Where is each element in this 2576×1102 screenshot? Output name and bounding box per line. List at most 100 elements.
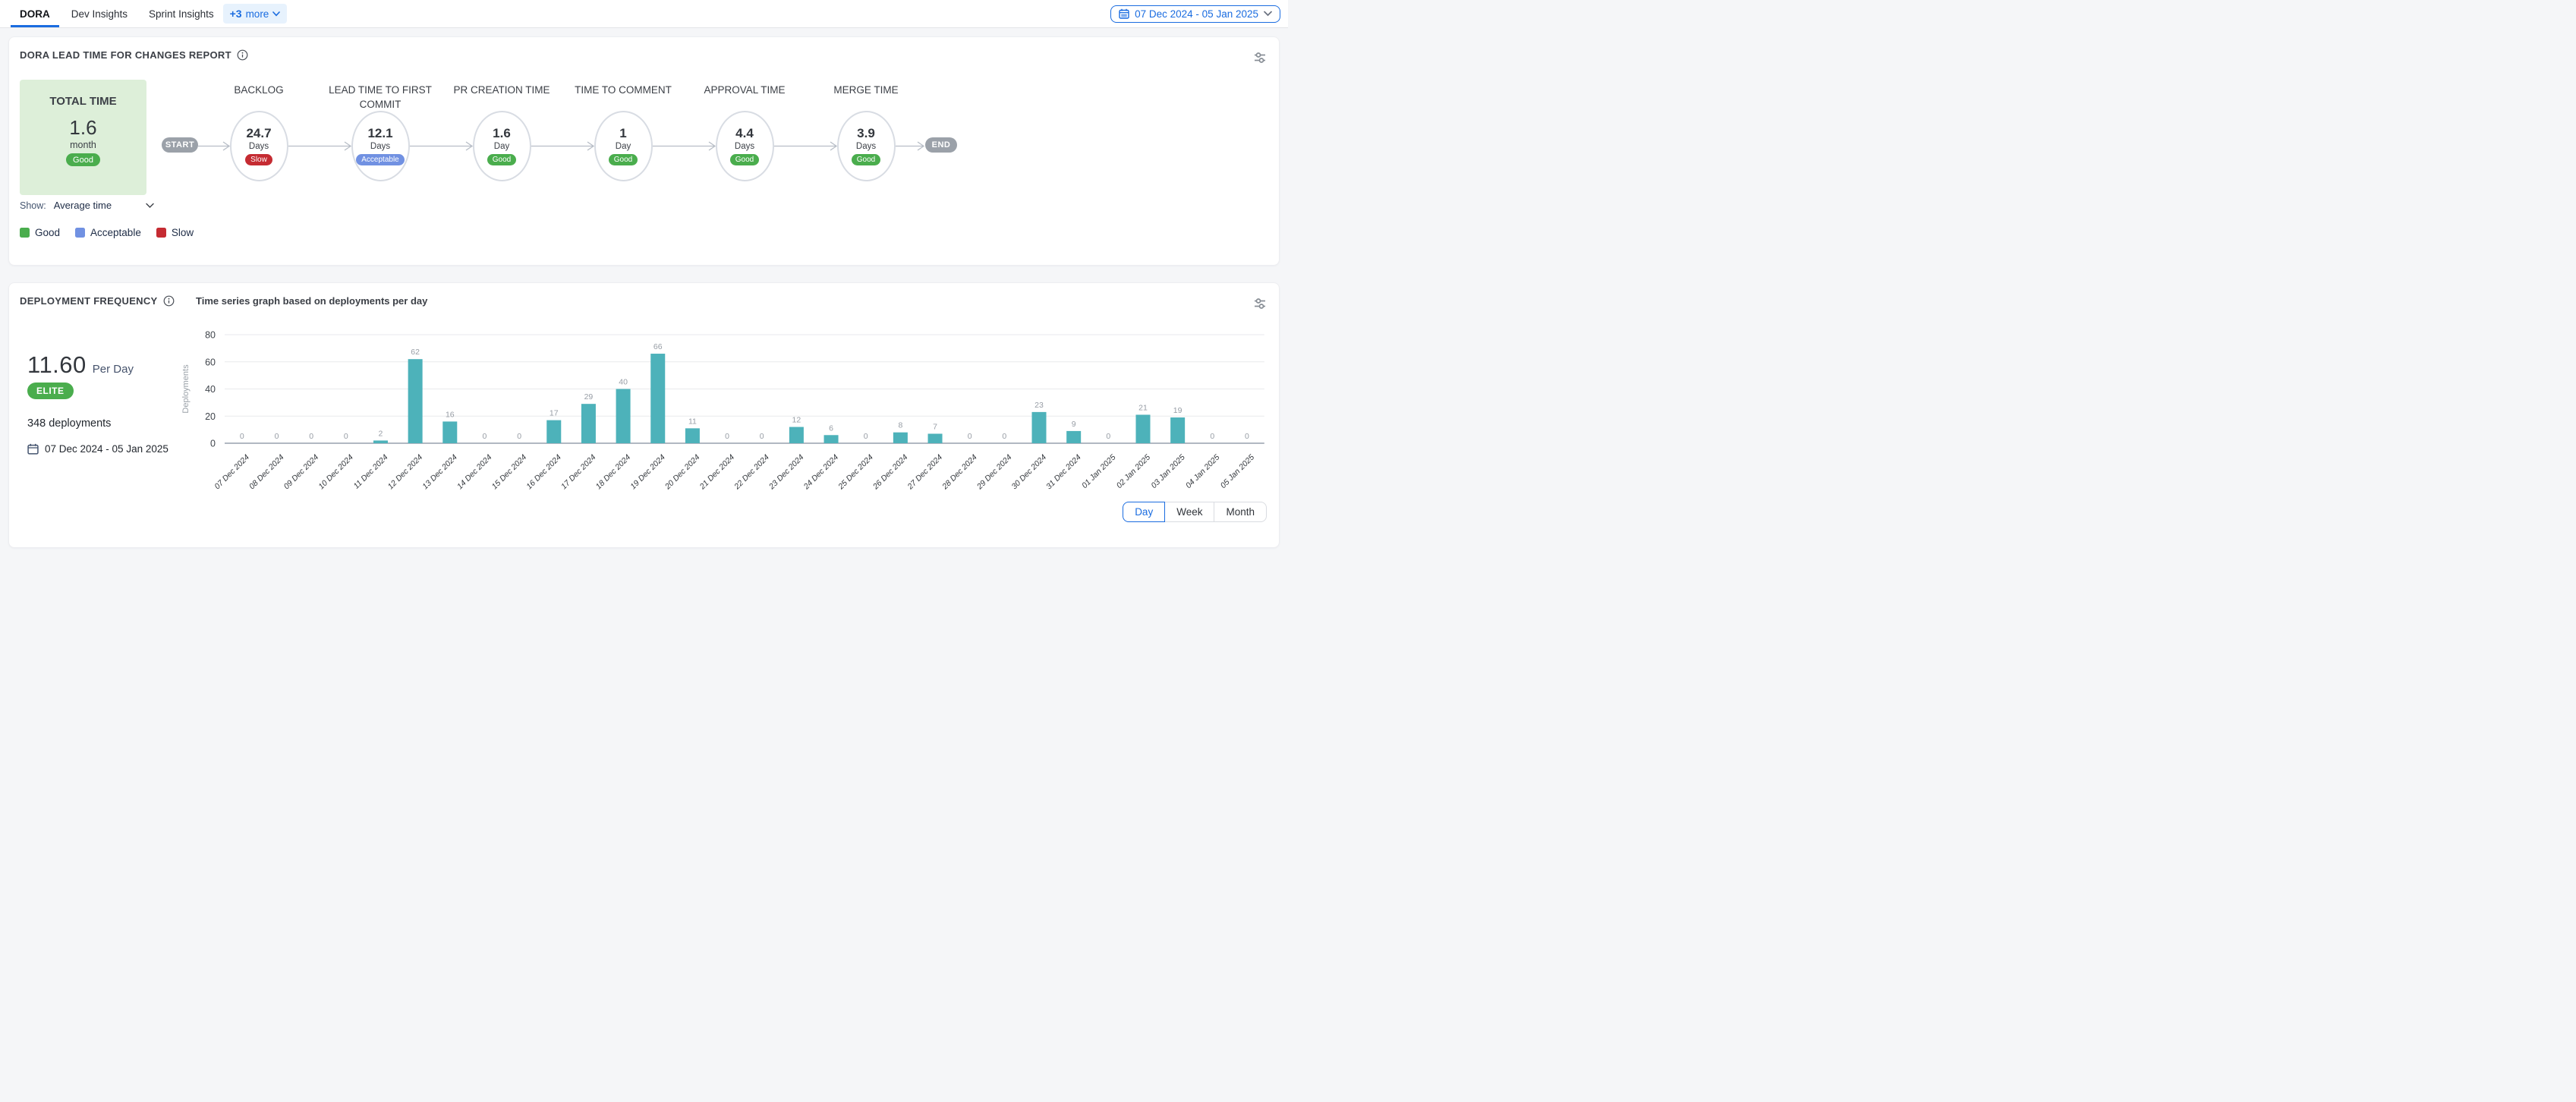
stage-title-approval-time: APPROVAL TIME xyxy=(704,84,786,96)
bar-value-label: 0 xyxy=(517,432,521,441)
stage-title-merge-time: MERGE TIME xyxy=(833,84,899,96)
show-selector-row: Show: Average time xyxy=(20,200,154,211)
bar-value-label: 9 xyxy=(1072,420,1076,429)
granularity-toggle: Day Week Month xyxy=(1123,502,1267,522)
deployment-rate-unit: Per Day xyxy=(92,363,134,376)
bar-24-dec-2024[interactable] xyxy=(824,435,839,443)
stage-unit: Days xyxy=(248,141,269,151)
stage-value: 4.4 xyxy=(735,126,754,141)
total-time-unit: month xyxy=(70,140,96,150)
bar-value-label: 29 xyxy=(584,392,594,401)
panel-settings-icon[interactable] xyxy=(1253,297,1267,310)
show-dropdown-value: Average time xyxy=(53,200,112,211)
toggle-week[interactable]: Week xyxy=(1164,502,1215,522)
bar-value-label: 66 xyxy=(653,342,663,351)
y-axis-tick-label: 80 xyxy=(205,330,216,341)
toggle-month[interactable]: Month xyxy=(1214,502,1267,522)
bar-value-label: 0 xyxy=(1245,432,1249,441)
bar-02-jan-2025[interactable] xyxy=(1135,414,1151,443)
bar-27-dec-2024[interactable] xyxy=(927,433,943,443)
show-label: Show: xyxy=(20,200,46,211)
flow-start-node: START xyxy=(162,137,198,153)
stage-node-pr-creation-time[interactable]: 1.6 Day Good xyxy=(472,111,531,181)
stage-title-time-to-comment: TIME TO COMMENT xyxy=(575,84,672,96)
bar-value-label: 8 xyxy=(898,421,902,430)
bar-16-dec-2024[interactable] xyxy=(546,420,562,443)
info-icon[interactable] xyxy=(237,49,248,61)
bar-19-dec-2024[interactable] xyxy=(650,354,666,443)
x-axis-tick-label: 02 Jan 2025 xyxy=(1115,453,1152,490)
deployment-panel-title-text: DEPLOYMENT FREQUENCY xyxy=(20,295,158,307)
show-dropdown[interactable]: Average time xyxy=(54,200,154,211)
toggle-day[interactable]: Day xyxy=(1123,502,1166,522)
stage-value: 1 xyxy=(619,126,627,141)
stage-node-lead-time-to-first-commit[interactable]: 12.1 Days Acceptable xyxy=(351,111,410,181)
bar-11-dec-2024[interactable] xyxy=(373,440,388,443)
bar-value-label: 23 xyxy=(1034,401,1044,410)
tab-sprint-insights[interactable]: Sprint Insights xyxy=(149,8,214,20)
tab-dev-insights[interactable]: Dev Insights xyxy=(71,8,128,20)
bar-13-dec-2024[interactable] xyxy=(442,421,458,443)
bar-value-label: 0 xyxy=(275,432,279,441)
calendar-icon xyxy=(1119,8,1129,19)
legend-swatch-acceptable xyxy=(75,228,86,238)
x-axis-tick-label: 13 Dec 2024 xyxy=(420,453,459,492)
y-axis-title: Deployments xyxy=(181,364,191,414)
bar-value-label: 0 xyxy=(1106,432,1110,441)
bar-value-label: 0 xyxy=(240,432,244,441)
lead-time-panel-title: DORA LEAD TIME FOR CHANGES REPORT xyxy=(20,49,248,61)
stage-title-lead-time-to-first-commit: LEAD TIME TO FIRST COMMIT xyxy=(329,84,432,110)
stage-node-approval-time[interactable]: 4.4 Days Good xyxy=(715,111,774,181)
x-axis-tick-label: 11 Dec 2024 xyxy=(352,453,390,491)
stage-status-badge: Good xyxy=(608,153,638,165)
bar-30-dec-2024[interactable] xyxy=(1031,411,1047,443)
legend-item-acceptable: Acceptable xyxy=(75,227,141,238)
bar-17-dec-2024[interactable] xyxy=(581,404,596,443)
deployment-date-range-label: 07 Dec 2024 - 05 Jan 2025 xyxy=(45,443,168,455)
bar-value-label: 6 xyxy=(829,423,833,433)
bar-value-label: 0 xyxy=(864,432,868,441)
x-axis-tick-label: 07 Dec 2024 xyxy=(213,453,251,492)
lead-time-for-changes-panel: DORA LEAD TIME FOR CHANGES REPORT TOTAL … xyxy=(8,36,1280,266)
stage-node-time-to-comment[interactable]: 1 Day Good xyxy=(594,111,653,181)
bar-31-dec-2024[interactable] xyxy=(1066,430,1082,443)
y-axis-tick-label: 60 xyxy=(205,357,216,367)
panel-settings-icon[interactable] xyxy=(1253,51,1267,65)
bar-12-dec-2024[interactable] xyxy=(408,359,423,443)
bar-03-jan-2025[interactable] xyxy=(1170,417,1186,443)
info-icon[interactable] xyxy=(163,295,175,307)
bar-23-dec-2024[interactable] xyxy=(789,427,804,443)
deployment-panel-title: DEPLOYMENT FREQUENCY xyxy=(20,295,175,307)
calendar-icon xyxy=(27,443,39,455)
stage-unit: Day xyxy=(615,141,631,151)
bar-20-dec-2024[interactable] xyxy=(685,428,700,443)
more-tabs-button[interactable]: +3 more xyxy=(222,4,288,24)
bar-value-label: 0 xyxy=(483,432,487,441)
deployment-rate-value: 11.60 xyxy=(27,351,87,378)
x-axis-tick-label: 25 Dec 2024 xyxy=(836,453,875,492)
x-axis-tick-label: 21 Dec 2024 xyxy=(698,453,736,492)
tab-dora[interactable]: DORA xyxy=(11,0,59,27)
lead-time-flow-diagram: TOTAL TIME 1.6 month Good START END BACK… xyxy=(9,80,1279,201)
bar-value-label: 0 xyxy=(344,432,348,441)
bar-18-dec-2024[interactable] xyxy=(616,389,631,444)
date-range-picker[interactable]: 07 Dec 2024 - 05 Jan 2025 xyxy=(1110,5,1280,23)
x-axis-tick-label: 18 Dec 2024 xyxy=(594,453,633,492)
x-axis-tick-label: 31 Dec 2024 xyxy=(1044,453,1083,492)
x-axis-tick-label: 30 Dec 2024 xyxy=(1010,453,1049,492)
stage-title-pr-creation-time: PR CREATION TIME xyxy=(453,84,550,96)
more-tabs-count: +3 xyxy=(229,8,242,20)
bar-26-dec-2024[interactable] xyxy=(893,432,908,443)
x-axis-tick-label: 14 Dec 2024 xyxy=(455,453,494,492)
bar-value-label: 0 xyxy=(760,432,764,441)
stage-status-badge: Slow xyxy=(245,153,272,165)
more-tabs-label: more xyxy=(245,8,269,20)
lead-time-panel-title-text: DORA LEAD TIME FOR CHANGES REPORT xyxy=(20,49,231,61)
stage-node-merge-time[interactable]: 3.9 Days Good xyxy=(836,111,896,181)
bar-value-label: 0 xyxy=(1210,432,1214,441)
x-axis-tick-label: 26 Dec 2024 xyxy=(871,453,909,492)
stage-node-backlog[interactable]: 24.7 Days Slow xyxy=(229,111,288,181)
performance-tier-badge: ELITE xyxy=(27,383,74,399)
bar-value-label: 0 xyxy=(309,432,313,441)
